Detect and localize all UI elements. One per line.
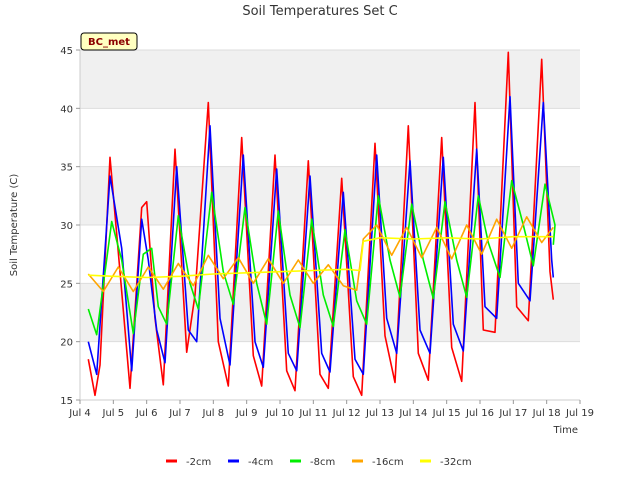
station-label: BC_met xyxy=(88,37,130,48)
y-tick-label: 40 xyxy=(60,104,73,115)
x-axis-ticks: Jul 4 Jul 5 Jul 6 Jul 7 Jul 8 Jul 9 Jul 10 Jul … xyxy=(68,400,594,419)
chart-title: Soil Temperatures Set C xyxy=(242,4,397,19)
legend-label: -8cm xyxy=(310,457,335,468)
x-tick-label: Jul 10 xyxy=(265,408,294,419)
y-axis-label: Soil Temperature (C) xyxy=(9,174,20,277)
x-tick-label: Jul 11 xyxy=(298,408,327,419)
x-tick-label: Jul 12 xyxy=(332,408,361,419)
x-tick-label: Jul 13 xyxy=(365,408,394,419)
series-line-minus-8cm xyxy=(87,179,556,336)
x-tick-label: Jul 15 xyxy=(432,408,461,419)
legend-label: -16cm xyxy=(372,457,404,468)
series-line-minus-32cm xyxy=(88,235,554,279)
x-axis-label: Time xyxy=(553,425,578,436)
background-band xyxy=(80,166,580,225)
y-tick-label: 20 xyxy=(60,338,73,349)
legend-label: -4cm xyxy=(248,457,273,468)
y-tick-label: 25 xyxy=(60,279,73,290)
x-tick-label: Jul 14 xyxy=(398,408,427,419)
legend-item: -2cm xyxy=(166,457,211,468)
y-tick-label: 45 xyxy=(60,46,73,57)
x-tick-label: Jul 19 xyxy=(565,408,594,419)
legend-item: -4cm xyxy=(228,457,273,468)
x-tick-label: Jul 7 xyxy=(168,408,191,419)
legend: -2cm -4cm -8cm -16cm -32cm xyxy=(166,457,472,468)
y-axis-ticks: 15 20 25 30 35 40 45 xyxy=(60,46,80,407)
x-tick-label: Jul 18 xyxy=(532,408,561,419)
series-lines xyxy=(87,51,556,397)
series-line-minus-16cm xyxy=(87,216,554,293)
background-band xyxy=(80,50,580,109)
legend-label: -2cm xyxy=(186,457,211,468)
x-tick-label: Jul 8 xyxy=(202,408,225,419)
legend-item: -16cm xyxy=(352,457,404,468)
legend-item: -8cm xyxy=(290,457,335,468)
y-tick-label: 15 xyxy=(60,396,73,407)
x-tick-label: Jul 17 xyxy=(498,408,527,419)
y-tick-label: 30 xyxy=(60,221,73,232)
x-tick-label: Jul 4 xyxy=(68,408,91,419)
station-badge: BC_met xyxy=(80,32,138,51)
legend-label: -32cm xyxy=(440,457,472,468)
x-tick-label: Jul 16 xyxy=(465,408,494,419)
series-line-minus-2cm xyxy=(87,51,555,397)
x-tick-label: Jul 9 xyxy=(235,408,258,419)
x-tick-label: Jul 5 xyxy=(102,408,125,419)
x-tick-label: Jul 6 xyxy=(135,408,158,419)
y-tick-label: 35 xyxy=(60,163,73,174)
legend-item: -32cm xyxy=(420,457,472,468)
